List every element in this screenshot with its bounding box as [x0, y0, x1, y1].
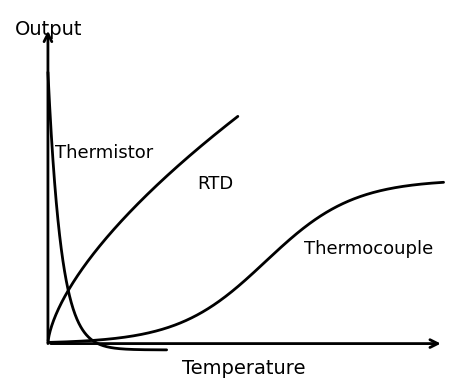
Text: Thermocouple: Thermocouple [304, 239, 433, 257]
Text: RTD: RTD [197, 175, 233, 193]
Text: Thermistor: Thermistor [55, 144, 153, 162]
Text: Temperature: Temperature [182, 359, 305, 378]
Text: Output: Output [16, 20, 83, 39]
